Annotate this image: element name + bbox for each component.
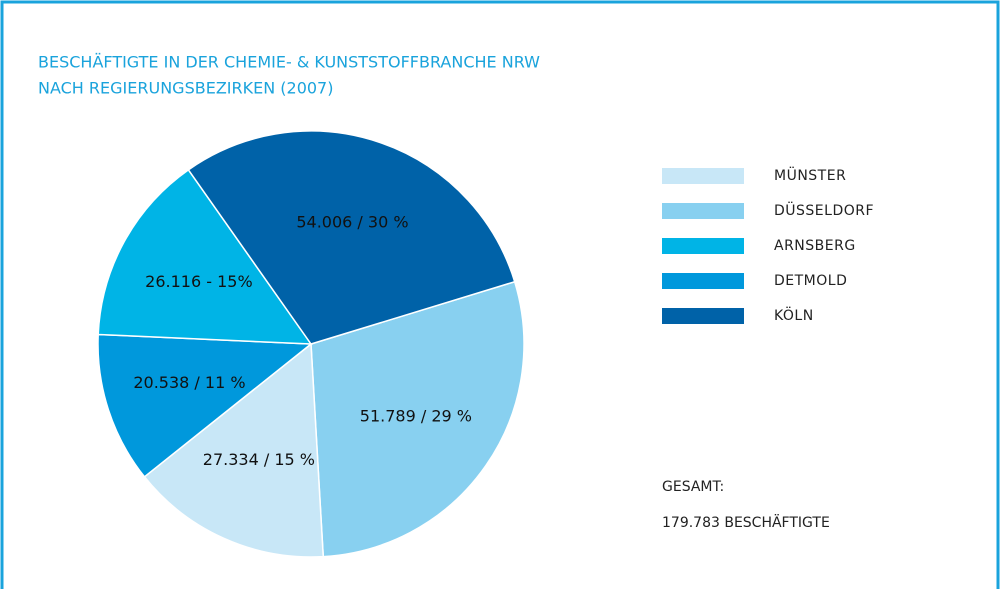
pie-slice bbox=[97, 333, 314, 478]
legend-label: KÖLN bbox=[774, 306, 814, 324]
legend-swatch bbox=[662, 273, 744, 289]
pie-slice bbox=[143, 342, 325, 558]
legend-swatch bbox=[662, 308, 744, 324]
legend-label: ARNSBERG bbox=[774, 238, 856, 254]
data-label: 26.116 - 15% bbox=[145, 272, 253, 291]
total: 179.783 BESCHÄFTIGTE bbox=[662, 513, 830, 531]
legend-swatch bbox=[662, 238, 744, 254]
legend-label: MÜNSTER bbox=[774, 166, 846, 184]
legend-label: DETMOLD bbox=[774, 273, 847, 289]
chart-title: NACH REGIERUNGSBEZIRKEN (2007) bbox=[38, 79, 333, 98]
data-label: 51.789 / 29 % bbox=[360, 407, 472, 426]
pie-slice bbox=[310, 280, 525, 558]
chart-title: BESCHÄFTIGTE IN DER CHEMIE- & KUNSTSTOFF… bbox=[38, 53, 540, 72]
legend-swatch bbox=[662, 168, 744, 184]
data-label: 20.538 / 11 % bbox=[133, 373, 245, 392]
pie-slice bbox=[187, 130, 516, 345]
legend-label: DÜSSELDORF bbox=[774, 201, 874, 219]
legend-swatch bbox=[662, 203, 744, 219]
data-label: 54.006 / 30 % bbox=[296, 213, 408, 232]
pie-slice bbox=[97, 168, 313, 345]
data-label: 27.334 / 15 % bbox=[203, 450, 315, 469]
total-label: GESAMT: bbox=[662, 479, 724, 495]
